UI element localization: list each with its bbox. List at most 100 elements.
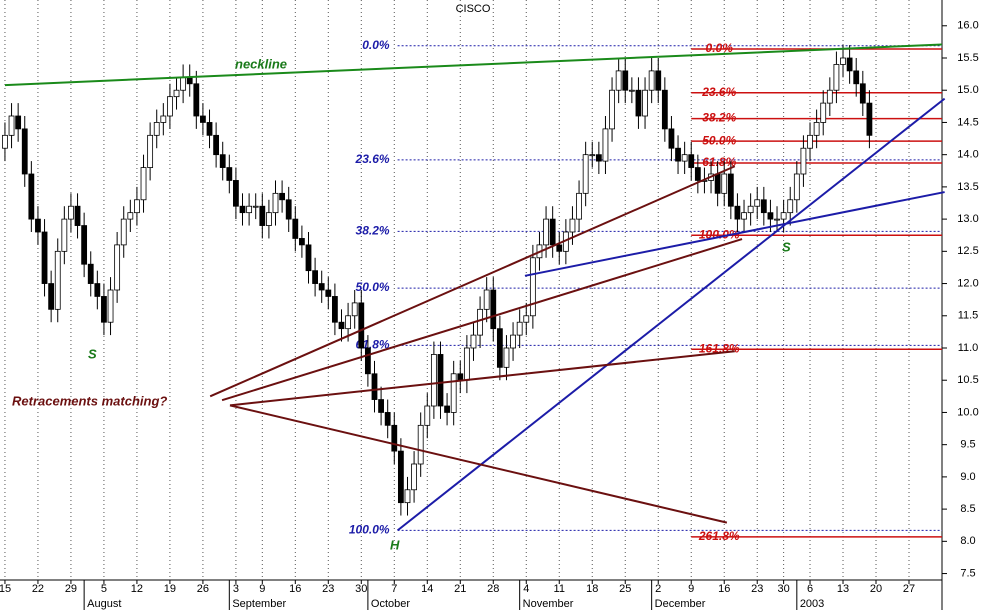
fib-label: 38.2% bbox=[356, 224, 390, 238]
candle-body bbox=[239, 205, 246, 214]
y-tick-label: 14.0 bbox=[957, 149, 978, 161]
candle-body bbox=[760, 199, 767, 214]
y-tick-label: 14.5 bbox=[957, 116, 978, 128]
candle-body bbox=[384, 412, 391, 426]
month-label: November bbox=[523, 598, 574, 610]
candle-body bbox=[549, 218, 556, 246]
candle-body bbox=[338, 321, 345, 330]
annotation: S bbox=[88, 346, 97, 361]
candle-body bbox=[833, 64, 840, 91]
x-tick-label: 15 bbox=[0, 583, 11, 595]
candle-body bbox=[569, 218, 576, 233]
candle-body bbox=[246, 205, 253, 214]
candle-body bbox=[477, 308, 483, 336]
candle-body bbox=[457, 373, 464, 381]
x-tick-label: 16 bbox=[718, 583, 730, 595]
candle-body bbox=[391, 424, 398, 452]
candle-body bbox=[193, 83, 200, 117]
candle-body bbox=[54, 250, 61, 310]
y-tick-label: 10.5 bbox=[957, 374, 978, 386]
candle-body bbox=[490, 289, 497, 330]
x-tick-label: 18 bbox=[586, 583, 598, 595]
candle-body bbox=[826, 89, 833, 104]
y-tick-label: 10.0 bbox=[957, 406, 978, 418]
candle-body bbox=[285, 199, 292, 220]
candle-body bbox=[94, 283, 101, 297]
x-tick-label: 16 bbox=[289, 583, 301, 595]
candle-body bbox=[516, 321, 523, 336]
candle-body bbox=[820, 102, 827, 123]
candle-body bbox=[351, 302, 358, 317]
x-tick-label: 20 bbox=[870, 583, 882, 595]
candle-body bbox=[87, 263, 94, 284]
candle-body bbox=[305, 244, 312, 272]
y-tick-label: 8.5 bbox=[960, 503, 975, 515]
candle-body bbox=[101, 296, 107, 323]
candle-body bbox=[279, 192, 286, 201]
candle-body bbox=[226, 167, 233, 181]
fib-label: 38.2% bbox=[702, 111, 736, 125]
annotation: H bbox=[390, 537, 400, 552]
candle-body bbox=[807, 134, 813, 149]
candle-body bbox=[81, 225, 88, 265]
x-tick-label: 6 bbox=[807, 583, 813, 595]
candle-body bbox=[424, 405, 431, 426]
candle-body bbox=[120, 218, 127, 246]
candle-body bbox=[780, 212, 787, 220]
trendline bbox=[229, 350, 735, 407]
candle-body bbox=[483, 289, 490, 310]
x-tick-label: 14 bbox=[421, 583, 433, 595]
candle-body bbox=[61, 218, 68, 252]
candle-body bbox=[846, 57, 853, 72]
candle-body bbox=[312, 270, 318, 284]
y-tick-label: 16.0 bbox=[957, 20, 978, 32]
x-tick-label: 21 bbox=[454, 583, 466, 595]
candle-body bbox=[147, 134, 154, 168]
candle-body bbox=[576, 192, 582, 220]
candle-body bbox=[496, 328, 503, 368]
candle-body bbox=[714, 173, 721, 194]
x-tick-label: 5 bbox=[101, 583, 107, 595]
y-tick-label: 9.5 bbox=[960, 439, 975, 451]
candle-body bbox=[655, 70, 662, 91]
x-tick-label: 22 bbox=[32, 583, 44, 595]
candle-body bbox=[582, 154, 589, 194]
candle-body bbox=[213, 134, 220, 156]
fib-label: 50.0% bbox=[702, 133, 736, 147]
y-tick-label: 15.0 bbox=[957, 84, 978, 96]
candle-body bbox=[622, 70, 629, 91]
x-tick-label: 13 bbox=[837, 583, 849, 595]
candle-body bbox=[450, 373, 457, 413]
candle-body bbox=[397, 450, 404, 504]
candle-body bbox=[2, 134, 8, 149]
candle-body bbox=[595, 154, 602, 162]
chart-title: CISCO bbox=[456, 3, 491, 15]
y-tick-label: 11.5 bbox=[958, 310, 979, 322]
candle-body bbox=[364, 347, 371, 375]
month-label: 2003 bbox=[800, 598, 824, 610]
y-tick-label: 13.0 bbox=[957, 213, 978, 225]
trendline bbox=[221, 238, 743, 402]
candle-body bbox=[510, 334, 516, 349]
candle-body bbox=[675, 147, 681, 162]
x-tick-label: 26 bbox=[197, 583, 209, 595]
candle-body bbox=[259, 205, 266, 226]
y-tick-label: 9.0 bbox=[960, 471, 975, 483]
annotation: S bbox=[782, 239, 791, 254]
candle-body bbox=[741, 212, 747, 220]
candle-body bbox=[345, 315, 351, 330]
candle-body bbox=[134, 199, 140, 214]
x-tick-label: 23 bbox=[751, 583, 763, 595]
candle-body bbox=[41, 231, 48, 284]
candle-body bbox=[272, 192, 279, 214]
annotation: neckline bbox=[235, 56, 287, 71]
candle-body bbox=[681, 154, 688, 162]
fib-label: 23.6% bbox=[701, 85, 736, 99]
x-tick-label: 30 bbox=[355, 583, 367, 595]
fib-label: 261.8% bbox=[698, 529, 740, 543]
candle-body bbox=[404, 489, 411, 504]
x-tick-label: 28 bbox=[487, 583, 499, 595]
candle-body bbox=[114, 244, 121, 291]
candle-body bbox=[358, 302, 365, 349]
